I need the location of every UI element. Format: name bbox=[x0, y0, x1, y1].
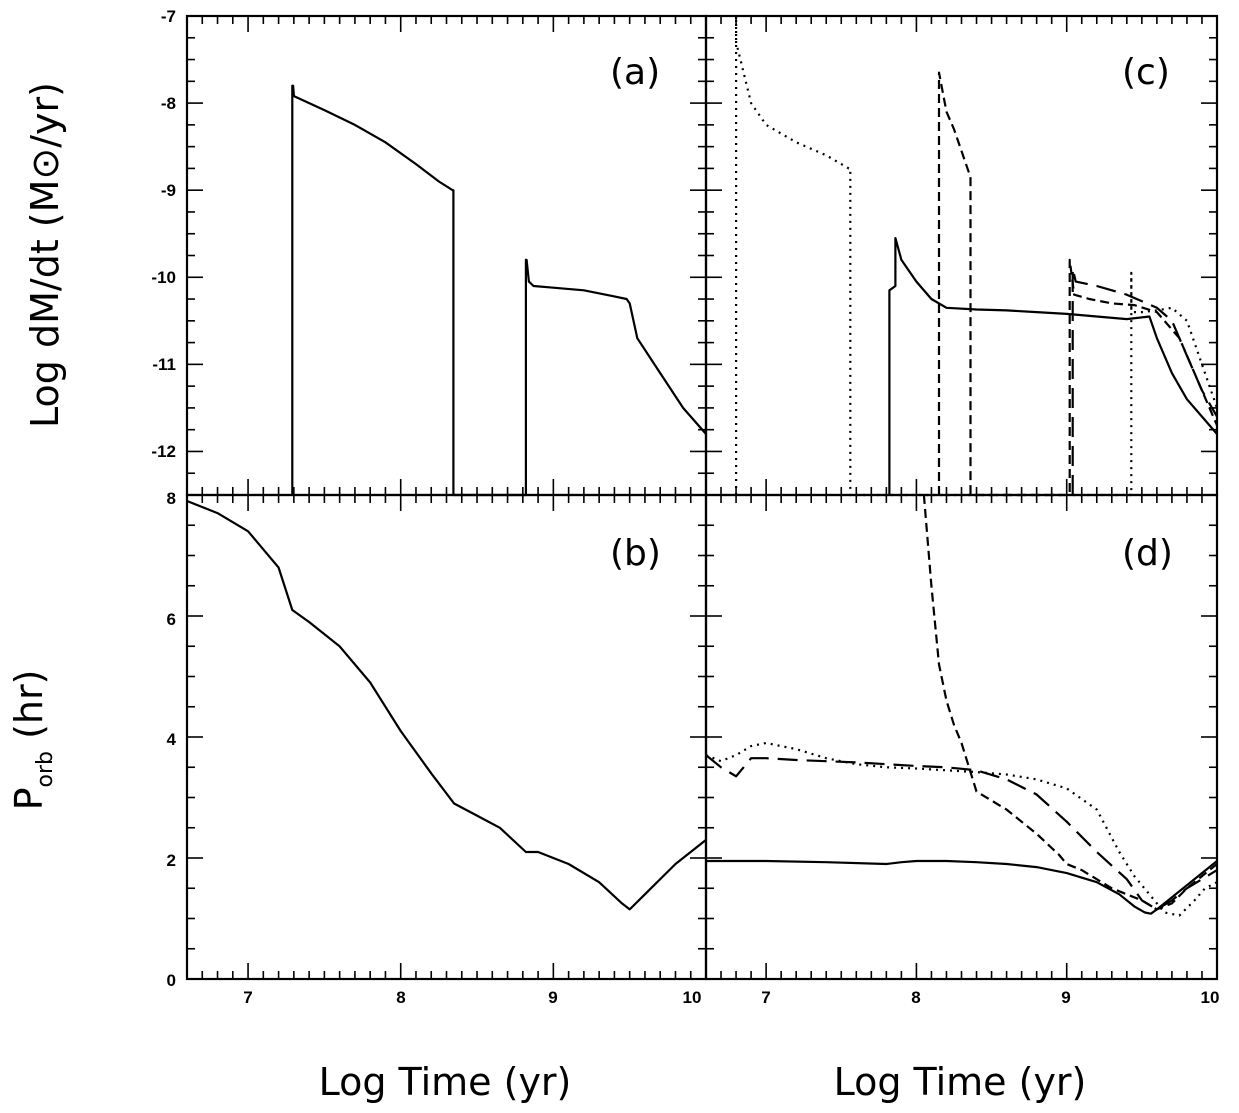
panel-c-series-short-dash bbox=[937, 71, 1219, 497]
panel-d-series-short-dash bbox=[922, 494, 1218, 911]
ytick-top-2: -8 bbox=[161, 94, 176, 113]
ytick-bottom-4: 4 bbox=[167, 730, 177, 749]
panel-a-series-solid bbox=[291, 84, 707, 497]
panel-d-label: (d) bbox=[1122, 533, 1173, 574]
xtick-left-8: 8 bbox=[396, 988, 405, 1007]
data-curves bbox=[186, 14, 1219, 917]
x-axis-title-right: Log Time (yr) bbox=[834, 1060, 1087, 1104]
ytick-top-3: -9 bbox=[161, 181, 176, 200]
xtick-right-7: 7 bbox=[761, 988, 770, 1007]
panel-b-series-solid bbox=[186, 499, 707, 911]
panel-d-series-long-dash bbox=[705, 754, 1218, 911]
panel-c-label: (c) bbox=[1122, 52, 1170, 93]
xtick-left-9: 9 bbox=[548, 988, 557, 1007]
panel-c-series-long-dash bbox=[1071, 267, 1218, 495]
xtick-left-7: 7 bbox=[243, 988, 252, 1007]
ytick-top-5: -11 bbox=[152, 355, 176, 374]
ytick-top-4: -10 bbox=[151, 268, 176, 287]
panel-a-label: (a) bbox=[610, 52, 660, 93]
ytick-bottom-2: 2 bbox=[167, 851, 176, 870]
ytick-bottom-8: 8 bbox=[167, 489, 176, 508]
xtick-right-9: 9 bbox=[1061, 988, 1070, 1007]
panel-b-label: (b) bbox=[610, 533, 661, 574]
porb-subscript: orb bbox=[33, 751, 58, 787]
ytick-top-6: -12 bbox=[151, 442, 176, 461]
y-axis-title-top: Log dM/dt (M⊙/yr) bbox=[23, 82, 67, 428]
y-axis-title-bottom: Porb (hr) bbox=[7, 670, 58, 811]
panel-d-series-solid bbox=[706, 859, 1218, 915]
porb-unit: (hr) bbox=[7, 670, 51, 751]
ytick-top-1: -7 bbox=[161, 7, 176, 26]
ytick-bottom-6: 6 bbox=[167, 610, 176, 629]
xtick-left-10: 10 bbox=[683, 988, 702, 1007]
panel-c-series-dotted bbox=[734, 14, 1219, 497]
x-axis-title-left: Log Time (yr) bbox=[319, 1060, 572, 1104]
panel-c-series-solid bbox=[888, 237, 1218, 495]
ytick-bottom-0: 0 bbox=[167, 971, 176, 990]
porb-symbol: P bbox=[7, 788, 51, 811]
xtick-right-8: 8 bbox=[911, 988, 920, 1007]
xtick-right-10: 10 bbox=[1201, 988, 1220, 1007]
tick-marks bbox=[186, 15, 1218, 980]
